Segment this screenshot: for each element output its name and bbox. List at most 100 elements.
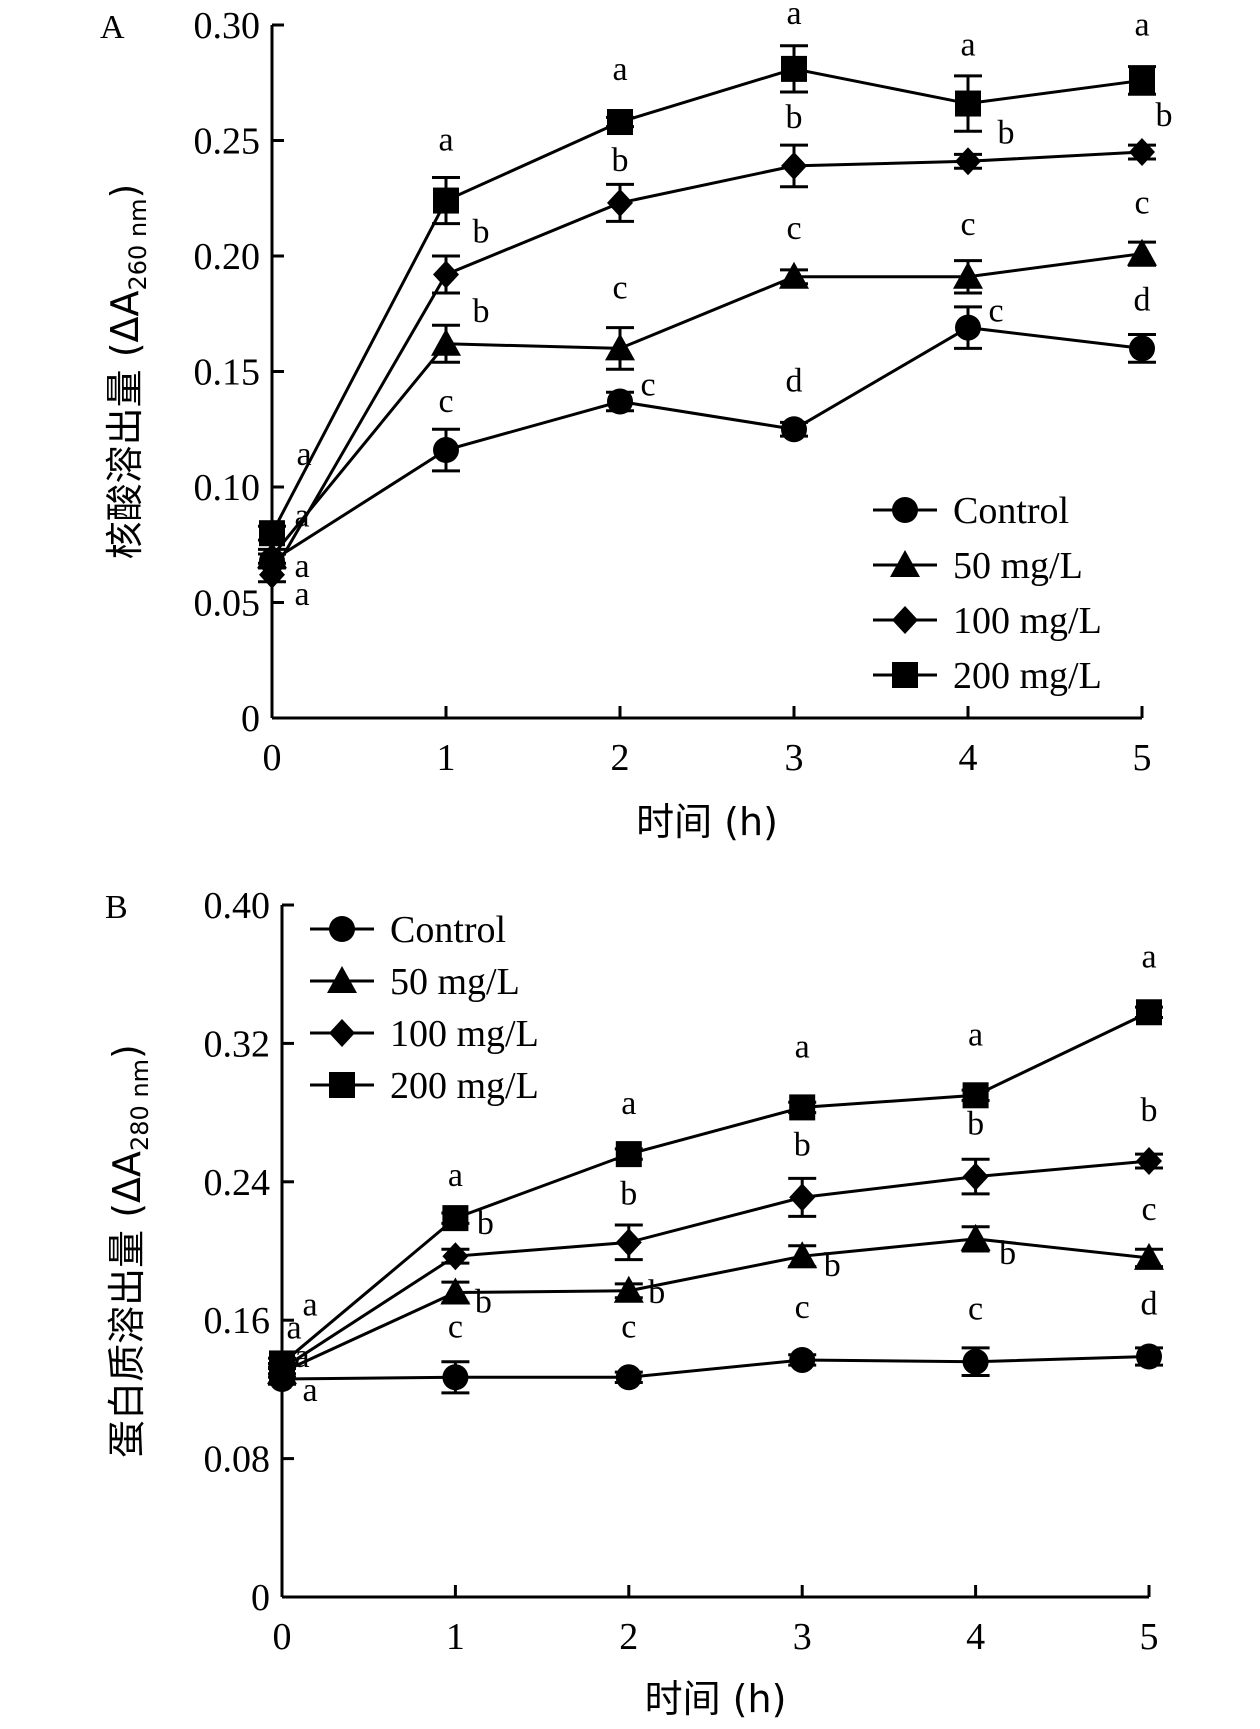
significance-letter: b bbox=[612, 142, 629, 179]
legend-item: 200 mg/L bbox=[873, 655, 1102, 697]
legend-item: 100 mg/L bbox=[310, 1013, 539, 1055]
diamond-marker bbox=[789, 1183, 816, 1212]
circle-marker bbox=[1129, 335, 1155, 362]
y-axis-label: 核酸溶出量 (ΔA260 nm) bbox=[103, 184, 152, 560]
x-tick-label: 5 bbox=[1133, 737, 1152, 779]
legend-item: Control bbox=[873, 490, 1069, 532]
legend: Control 50 mg/L 100 mg/L 200 mg/L bbox=[310, 909, 539, 1107]
y-tick-label: 0.32 bbox=[204, 1023, 271, 1065]
triangle-marker bbox=[787, 1241, 818, 1269]
significance-letter: b bbox=[648, 1274, 665, 1311]
legend-diamond-icon bbox=[892, 606, 918, 634]
series-100-mg-l: a b b b b b bbox=[268, 1092, 1163, 1383]
significance-letter: c bbox=[960, 206, 975, 243]
significance-letter: b bbox=[794, 1126, 811, 1163]
significance-letter: a bbox=[448, 1157, 463, 1194]
y-tick-label: 0.10 bbox=[194, 467, 261, 509]
square-marker bbox=[781, 55, 807, 82]
y-axis-label: 蛋白质溶出量 (ΔA280 nm) bbox=[105, 1044, 154, 1458]
diamond-marker bbox=[259, 560, 285, 589]
legend-label: 200 mg/L bbox=[953, 655, 1102, 697]
y-tick-label: 0 bbox=[241, 698, 260, 740]
significance-letter: a bbox=[294, 497, 309, 534]
legend-item: 50 mg/L bbox=[310, 961, 520, 1003]
circle-marker bbox=[781, 416, 807, 443]
significance-letter: c bbox=[968, 1291, 983, 1328]
significance-letter: a bbox=[612, 51, 627, 88]
panel-label: A bbox=[100, 9, 125, 46]
square-marker bbox=[1129, 67, 1155, 94]
triangle-marker bbox=[431, 328, 461, 356]
panel-a-chart: A 0 0.05 0.10 0.15 0.20 0.25 0.30 0 1 2 3 4 5 时间 (h) 核酸… bbox=[100, 0, 1173, 844]
diamond-marker bbox=[955, 147, 981, 176]
square-marker bbox=[962, 1082, 989, 1109]
diamond-marker bbox=[607, 188, 633, 217]
x-tick-label: 2 bbox=[619, 1616, 638, 1658]
legend-square-icon bbox=[329, 1072, 355, 1098]
y-axis-label-subscript: 280 nm bbox=[126, 1059, 154, 1151]
square-marker bbox=[433, 187, 459, 214]
triangle-marker bbox=[440, 1277, 471, 1305]
significance-letter: b bbox=[824, 1247, 841, 1284]
circle-marker bbox=[955, 314, 981, 341]
legend-label: Control bbox=[390, 909, 506, 951]
diamond-marker bbox=[1136, 1147, 1162, 1176]
significance-letter: a bbox=[968, 1016, 983, 1053]
y-axis-label-subscript: 260 nm bbox=[124, 198, 152, 290]
x-tick-label: 4 bbox=[966, 1616, 985, 1658]
square-marker bbox=[615, 1141, 642, 1168]
legend-diamond-icon bbox=[329, 1019, 355, 1047]
y-tick-label: 0.08 bbox=[204, 1439, 271, 1481]
legend-item: Control bbox=[310, 909, 506, 951]
legend-label: 100 mg/L bbox=[953, 600, 1102, 642]
triangle-marker bbox=[960, 1223, 991, 1251]
significance-letter: a bbox=[286, 1310, 301, 1347]
y-tick-label: 0.25 bbox=[194, 121, 261, 163]
triangle-marker bbox=[605, 333, 635, 361]
circle-marker bbox=[789, 1346, 816, 1373]
significance-letter: c bbox=[640, 367, 655, 404]
square-marker bbox=[1136, 999, 1162, 1026]
significance-letter: a bbox=[296, 436, 311, 473]
significance-letter: b bbox=[473, 213, 490, 250]
x-tick-label: 3 bbox=[793, 1616, 812, 1658]
significance-letter: b bbox=[998, 114, 1015, 151]
legend: Control 50 mg/L 100 mg/L 200 mg/L bbox=[873, 490, 1102, 697]
legend-item: 200 mg/L bbox=[310, 1065, 539, 1107]
series-control: a c c d c d bbox=[258, 281, 1156, 585]
significance-letter: b bbox=[620, 1175, 637, 1212]
triangle-marker bbox=[953, 261, 983, 289]
significance-letter: b bbox=[967, 1106, 984, 1143]
series-line bbox=[281, 1355, 1150, 1381]
x-axis-label: 时间 (h) bbox=[636, 800, 778, 844]
y-tick-label: 0.16 bbox=[204, 1300, 271, 1342]
significance-letter: d bbox=[1141, 1286, 1158, 1323]
y-tick-label: 0.20 bbox=[194, 236, 261, 278]
significance-letter: c bbox=[1141, 1191, 1156, 1228]
x-tick-label: 0 bbox=[273, 1616, 292, 1658]
x-tick-label: 4 bbox=[959, 737, 978, 779]
significance-letter: c bbox=[438, 383, 453, 420]
legend-label: 50 mg/L bbox=[390, 961, 520, 1003]
circle-marker bbox=[442, 1364, 469, 1391]
circle-marker bbox=[615, 1364, 642, 1391]
significance-letter: a bbox=[438, 122, 453, 159]
legend-triangle-icon bbox=[890, 550, 920, 577]
square-marker bbox=[607, 109, 633, 136]
legend-label: 50 mg/L bbox=[953, 545, 1083, 587]
y-tick-label: 0.24 bbox=[204, 1162, 271, 1204]
circle-marker bbox=[962, 1348, 989, 1375]
series-line bbox=[270, 67, 1143, 534]
x-axis-label: 时间 (h) bbox=[645, 1677, 787, 1721]
triangle-marker bbox=[1134, 1242, 1164, 1270]
legend-triangle-icon bbox=[327, 966, 357, 993]
significance-letter: a bbox=[786, 0, 801, 32]
series-line bbox=[270, 252, 1143, 558]
triangle-marker bbox=[613, 1275, 644, 1303]
series-line bbox=[271, 326, 1143, 563]
y-tick-label: 0.05 bbox=[194, 583, 261, 625]
